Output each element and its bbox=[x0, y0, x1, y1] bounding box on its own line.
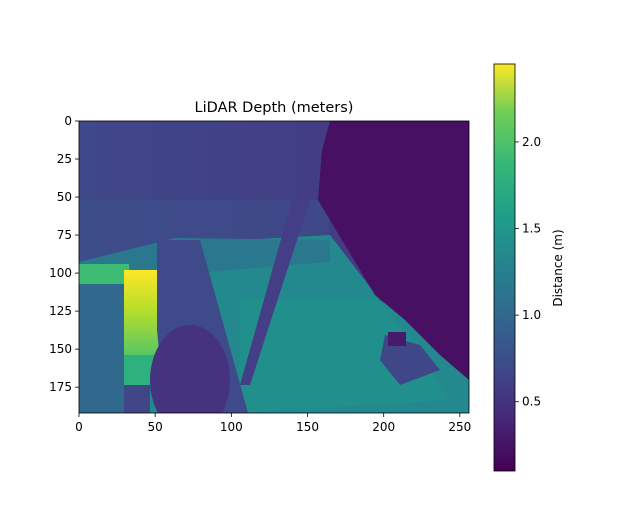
region-dark-box bbox=[388, 332, 406, 346]
region-right-object bbox=[318, 121, 469, 380]
region-mid-floor bbox=[240, 300, 450, 413]
chart-title: LiDAR Depth (meters) bbox=[195, 100, 354, 116]
colorbar-tick-label-1: 1.0 bbox=[522, 308, 541, 322]
y-axis: 0 25 50 75 100 125 150 175 bbox=[49, 114, 79, 394]
y-tick-label-2: 50 bbox=[57, 190, 72, 204]
colorbar-tick-label-0: 0.5 bbox=[522, 395, 541, 409]
region-dark-blob bbox=[150, 325, 230, 413]
region-left-wall bbox=[79, 282, 124, 413]
x-tick-label-0: 0 bbox=[75, 420, 83, 434]
x-tick-label-1: 50 bbox=[148, 420, 163, 434]
region-pole bbox=[240, 200, 310, 385]
y-tick-label-7: 175 bbox=[49, 380, 72, 394]
region-right-small bbox=[380, 335, 440, 385]
y-tick-label-5: 125 bbox=[49, 304, 72, 318]
x-tick-label-5: 250 bbox=[448, 420, 471, 434]
colorbar-label: Distance (m) bbox=[551, 229, 565, 306]
y-tick-label-6: 150 bbox=[49, 342, 72, 356]
y-tick-label-0: 0 bbox=[64, 114, 72, 128]
x-axis: 0 50 100 150 200 250 bbox=[75, 413, 471, 434]
region-green-strip bbox=[79, 264, 129, 284]
x-tick-label-4: 200 bbox=[372, 420, 395, 434]
colorbar-axis: 0.5 1.0 1.5 2.0 bbox=[515, 135, 541, 409]
y-tick-label-1: 25 bbox=[57, 152, 72, 166]
x-tick-label-3: 150 bbox=[296, 420, 319, 434]
heatmap-image bbox=[79, 121, 469, 413]
colorbar-tick-label-2: 1.5 bbox=[522, 222, 541, 236]
colorbar-tick-label-3: 2.0 bbox=[522, 135, 541, 149]
plot-frame bbox=[78, 120, 470, 414]
colorbar bbox=[493, 63, 516, 472]
x-tick-label-2: 100 bbox=[220, 420, 243, 434]
y-tick-label-3: 75 bbox=[57, 228, 72, 242]
y-tick-label-4: 100 bbox=[49, 266, 72, 280]
